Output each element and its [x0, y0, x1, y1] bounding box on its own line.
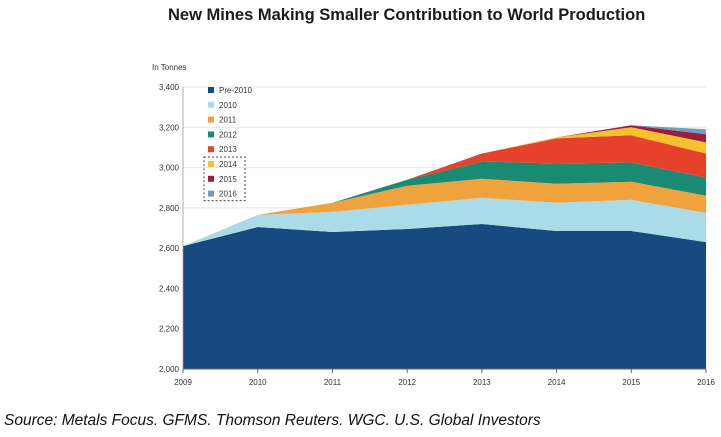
legend-swatch: [208, 146, 214, 153]
legend-swatch: [208, 190, 214, 197]
x-tick-label: 2015: [622, 378, 640, 387]
series-area-2010: [183, 197, 706, 247]
series-area-2013: [183, 135, 706, 247]
legend-swatch: [208, 87, 214, 93]
legend-swatch: [208, 101, 214, 108]
legend-label: Pre-2010: [219, 86, 252, 95]
series-area-2014: [183, 127, 706, 247]
legend-swatch: [208, 161, 214, 167]
legend-label: 2015: [219, 175, 237, 184]
y-tick-label: 3,400: [159, 83, 180, 92]
legend-label: 2013: [219, 145, 237, 154]
series-area-pre-2010: [183, 224, 706, 369]
axes: 2,000 2,200 2,400 2,600 2,800 3,000 3,200 3,400…: [159, 83, 715, 387]
legend-swatch: [208, 131, 214, 138]
x-tick-label: 2011: [324, 378, 342, 387]
stacked-areas: [183, 125, 706, 369]
legend-label: 2014: [219, 160, 237, 169]
y-tick-label: 2,400: [159, 284, 180, 293]
legend-label: 2010: [219, 101, 237, 110]
y-tick-label: 2,200: [159, 325, 180, 334]
series-area-2011: [183, 178, 706, 247]
legend-label: 2016: [219, 190, 237, 199]
x-tick-label: 2012: [398, 378, 416, 387]
legend-label: 2012: [219, 130, 237, 139]
x-tick-label: 2016: [697, 378, 715, 387]
y-tick-label: 3,200: [159, 123, 180, 132]
legend: Pre-2010 2010 2011 2012 2013 2014 2015 2016: [203, 86, 252, 202]
legend-swatch: [208, 116, 214, 123]
legend-label: 2011: [219, 116, 237, 125]
y-axis-label: In Tonnes: [152, 63, 187, 72]
legend-swatch: [208, 175, 214, 182]
legend-highlight-box: [203, 156, 246, 202]
source-note: Source: Metals Focus. GFMS. Thomson Reut…: [4, 412, 541, 429]
y-tick-label: 3,000: [159, 164, 180, 173]
x-tick-label: 2014: [548, 378, 566, 387]
x-tick-label: 2013: [473, 378, 491, 387]
y-tick-label: 2,800: [159, 204, 180, 213]
x-tick-label: 2009: [174, 378, 192, 387]
x-tick-label: 2010: [249, 378, 267, 387]
y-tick-label: 2,000: [159, 365, 180, 374]
series-area-2012: [183, 161, 706, 247]
y-tick-label: 2,600: [159, 244, 180, 253]
chart-title: New Mines Making Smaller Contribution to…: [168, 6, 646, 24]
